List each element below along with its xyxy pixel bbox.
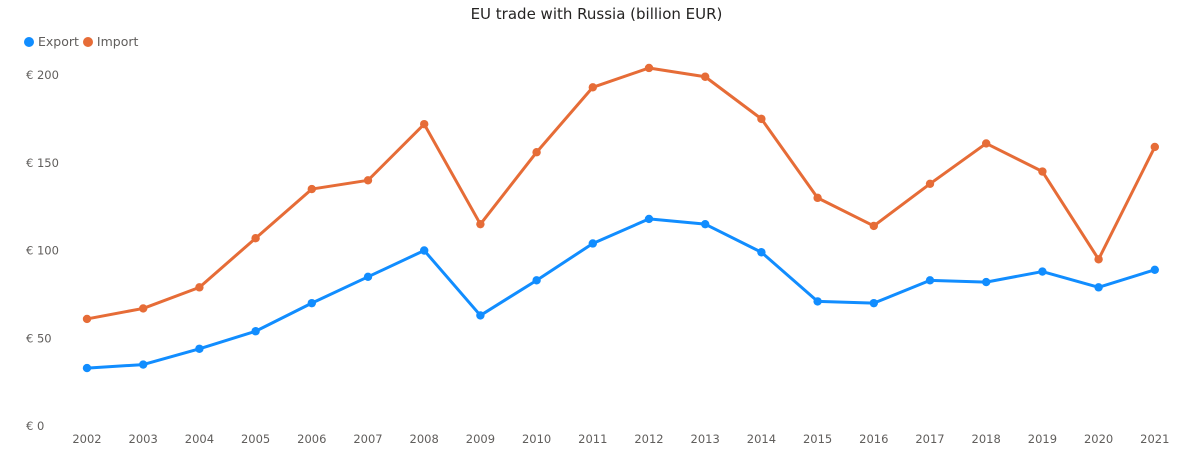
data-point-export[interactable] [476, 311, 485, 320]
data-point-import[interactable] [251, 234, 260, 243]
x-tick-label: 2020 [1084, 432, 1113, 446]
data-point-import[interactable] [1094, 255, 1103, 264]
series-line-import [85, 66, 1157, 321]
x-tick-label: 2014 [747, 432, 776, 446]
data-point-export[interactable] [757, 248, 766, 257]
data-point-export[interactable] [1150, 265, 1160, 275]
x-tick-label: 2021 [1140, 432, 1169, 446]
x-tick-label: 2003 [129, 432, 158, 446]
data-point-export[interactable] [925, 276, 935, 285]
series-line-export [85, 217, 1157, 370]
data-point-export[interactable] [644, 214, 654, 224]
data-point-import[interactable] [588, 83, 597, 92]
data-point-import[interactable] [757, 114, 766, 124]
chart-title: EU trade with Russia (billion EUR) [470, 5, 723, 23]
data-point-export[interactable] [982, 277, 991, 287]
data-point-export[interactable] [588, 239, 597, 248]
y-tick-label: € 0 [26, 419, 44, 433]
data-point-export[interactable] [701, 219, 710, 229]
x-tick-label: 2015 [803, 432, 832, 446]
data-point-export[interactable] [82, 363, 92, 373]
data-point-import[interactable] [195, 283, 204, 292]
data-point-export[interactable] [307, 298, 316, 308]
data-point-import[interactable] [476, 219, 485, 229]
x-tick-label: 2004 [185, 432, 214, 446]
y-tick-label: € 150 [26, 156, 59, 170]
x-tick-label: 2006 [297, 432, 326, 446]
data-point-export[interactable] [1038, 267, 1047, 276]
data-point-import[interactable] [644, 63, 654, 73]
data-point-import[interactable] [82, 314, 92, 324]
data-point-export[interactable] [1094, 283, 1103, 292]
legend-item-import[interactable]: Import [82, 34, 139, 49]
data-point-import[interactable] [363, 176, 373, 185]
chart-legend: Export Import [24, 34, 142, 49]
x-tick-label: 2007 [353, 432, 382, 446]
data-point-import[interactable] [982, 139, 991, 148]
data-point-export[interactable] [363, 272, 373, 282]
x-tick-label: 2016 [859, 432, 888, 446]
y-tick-label: € 200 [26, 68, 59, 82]
x-tick-label: 2012 [634, 432, 663, 446]
data-point-export[interactable] [869, 298, 878, 308]
data-point-export[interactable] [813, 297, 822, 306]
legend-swatch-import [82, 36, 93, 47]
data-point-export[interactable] [139, 360, 148, 369]
x-tick-label: 2009 [466, 432, 495, 446]
data-point-import[interactable] [139, 304, 148, 313]
data-point-export[interactable] [251, 327, 260, 336]
legend-item-export[interactable]: Export [24, 34, 79, 49]
data-point-import[interactable] [813, 193, 822, 203]
data-point-export[interactable] [195, 344, 204, 353]
data-point-import[interactable] [1038, 167, 1047, 176]
x-tick-label: 2008 [410, 432, 439, 446]
x-tick-label: 2010 [522, 432, 551, 446]
legend-swatch-export [24, 36, 34, 47]
data-point-import[interactable] [925, 179, 935, 189]
data-point-import[interactable] [532, 148, 541, 157]
data-point-import[interactable] [1150, 142, 1160, 152]
x-tick-label: 2018 [972, 432, 1001, 446]
y-tick-label: € 50 [26, 331, 52, 345]
data-point-import[interactable] [420, 119, 429, 129]
data-point-import[interactable] [869, 221, 878, 231]
x-tick-label: 2011 [578, 432, 607, 446]
x-tick-label: 2005 [241, 432, 270, 446]
data-point-import[interactable] [307, 184, 316, 194]
x-tick-label: 2002 [72, 432, 101, 446]
legend-label-export: Export [38, 34, 79, 49]
x-tick-label: 2017 [915, 432, 944, 446]
y-tick-label: € 100 [26, 244, 59, 258]
data-point-export[interactable] [420, 246, 429, 255]
legend-label-import: Import [96, 34, 139, 49]
x-tick-label: 2019 [1028, 432, 1057, 446]
data-point-import[interactable] [701, 72, 710, 81]
x-tick-label: 2013 [691, 432, 720, 446]
data-point-export[interactable] [532, 276, 541, 285]
